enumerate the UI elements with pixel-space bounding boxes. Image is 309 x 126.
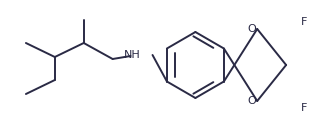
Text: F: F (301, 103, 307, 113)
Text: F: F (301, 17, 307, 27)
Text: O: O (248, 24, 256, 34)
Text: O: O (248, 96, 256, 106)
Text: NH: NH (124, 50, 141, 60)
